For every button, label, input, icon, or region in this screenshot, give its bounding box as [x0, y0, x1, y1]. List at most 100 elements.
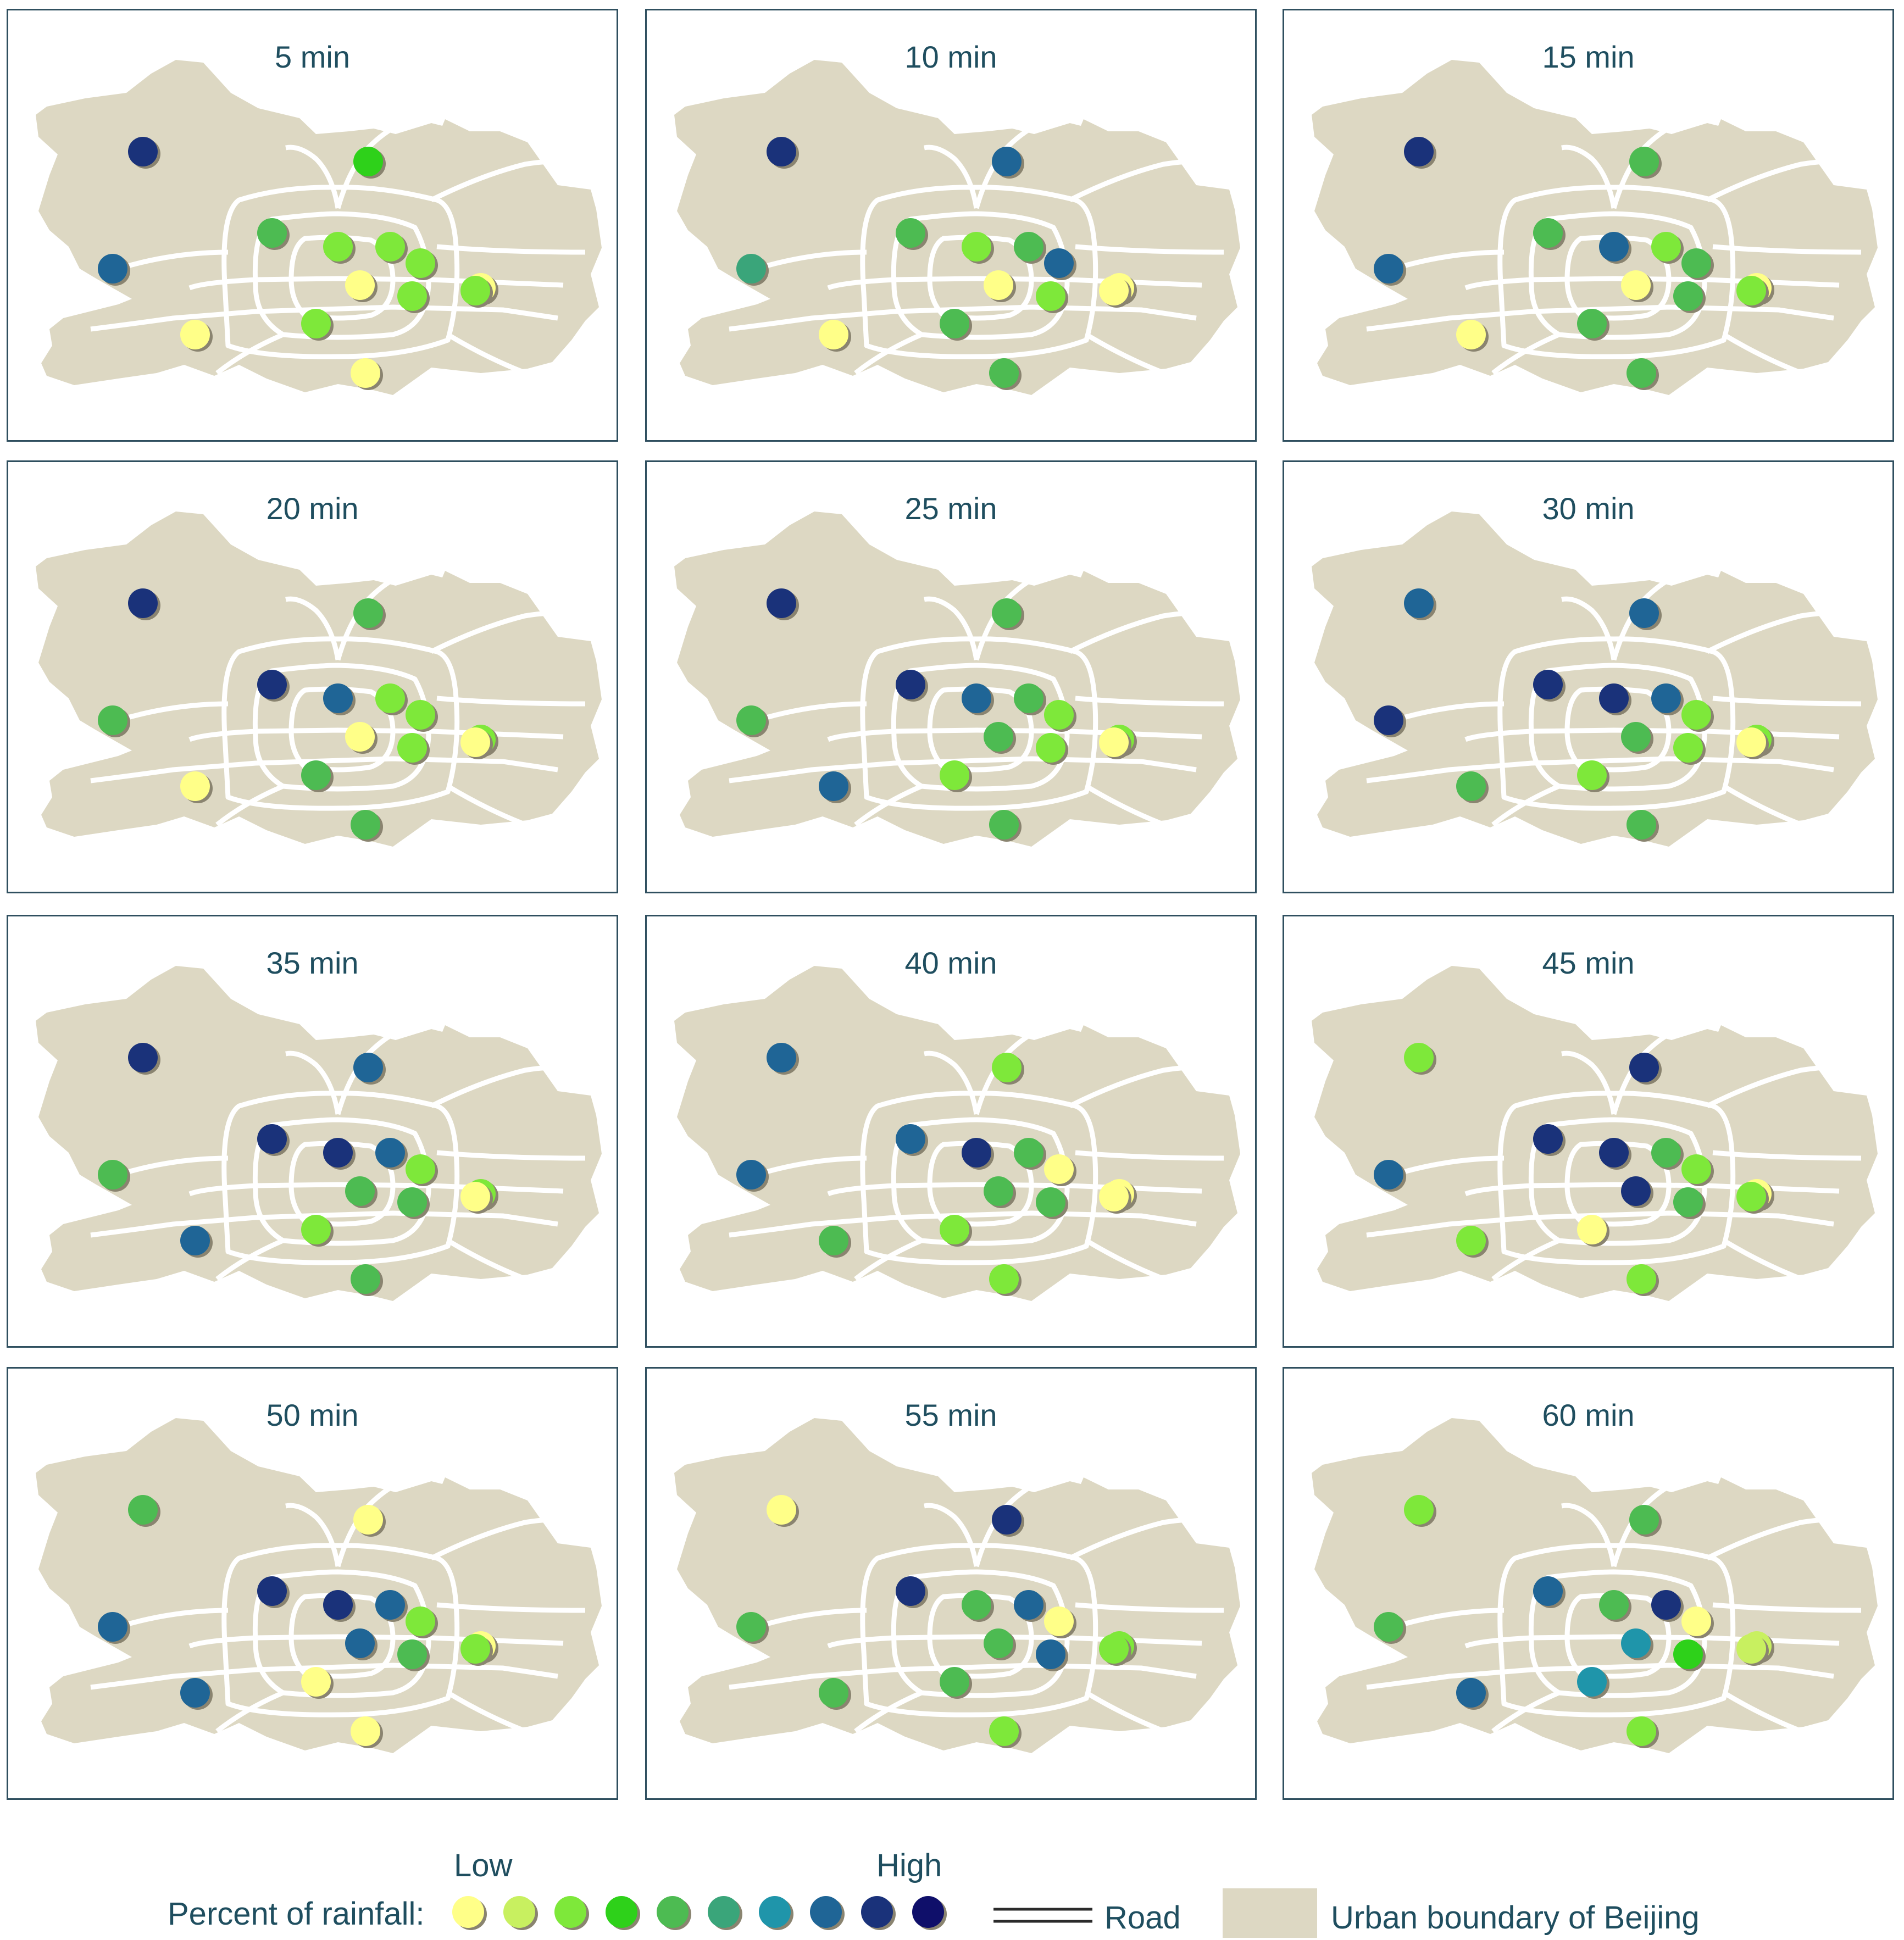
station-marker — [180, 320, 210, 349]
station-marker — [819, 320, 848, 349]
urban-boundary — [36, 966, 602, 1301]
beijing-map — [1312, 60, 1878, 395]
road — [854, 1238, 923, 1281]
station-marker — [1599, 683, 1629, 713]
road — [430, 1517, 575, 1561]
road — [117, 249, 229, 271]
map-panel: 5 min — [7, 9, 618, 442]
station-marker — [1681, 1607, 1711, 1636]
road — [854, 783, 923, 827]
station-marker — [1374, 1160, 1403, 1189]
map-panel: 60 min — [1283, 1367, 1894, 1800]
panel-title: 40 min — [904, 946, 997, 980]
road — [1393, 249, 1505, 271]
road — [729, 756, 1197, 783]
road — [1722, 784, 1835, 838]
panel-title: 30 min — [1542, 491, 1635, 526]
road — [1068, 610, 1214, 654]
road — [446, 784, 559, 838]
station-marker — [1681, 248, 1711, 278]
road — [924, 1050, 979, 1115]
station-marker — [375, 1138, 405, 1168]
station-marker — [984, 722, 1013, 752]
road — [1075, 244, 1224, 255]
station-marker — [397, 1639, 427, 1669]
urban-boundary — [36, 60, 602, 395]
road — [827, 1634, 1202, 1649]
road — [285, 144, 341, 209]
road — [1561, 144, 1617, 209]
station-marker — [1456, 320, 1486, 349]
station-marker — [301, 309, 331, 338]
map-panel: 20 min — [7, 460, 618, 893]
road — [729, 1210, 1197, 1238]
road — [1722, 332, 1835, 387]
road — [860, 1091, 1098, 1265]
urban-boundary — [674, 512, 1240, 847]
station-marker — [98, 1612, 127, 1642]
urban-boundary — [36, 512, 602, 847]
legend-road-label: Road — [1104, 1900, 1181, 1936]
road — [430, 159, 575, 203]
station-marker — [1374, 1612, 1403, 1642]
road — [756, 701, 867, 723]
station-marker — [989, 1716, 1019, 1746]
road — [860, 636, 1098, 811]
beijing-map — [674, 60, 1240, 395]
station-marker — [257, 670, 287, 699]
station-marker — [323, 1590, 353, 1620]
station-marker — [180, 1226, 210, 1255]
road — [221, 636, 460, 811]
road — [1068, 159, 1214, 203]
station-marker — [460, 1634, 490, 1664]
road — [924, 1503, 979, 1567]
station-marker — [301, 1215, 331, 1244]
legend-urban-swatch — [1223, 1888, 1317, 1938]
station-marker — [323, 683, 353, 713]
station-marker — [257, 218, 287, 248]
station-marker — [323, 232, 353, 262]
road — [860, 185, 1098, 359]
station-marker — [353, 1505, 383, 1535]
road — [1085, 332, 1197, 387]
urban-boundary — [1312, 1418, 1878, 1753]
road — [1085, 1238, 1197, 1293]
road — [1491, 1238, 1560, 1281]
station-marker — [940, 1667, 969, 1697]
station-marker — [406, 1154, 435, 1184]
panel-title: 25 min — [904, 491, 997, 526]
road — [221, 1543, 460, 1717]
station-marker — [984, 270, 1013, 300]
station-marker — [736, 254, 766, 284]
road — [90, 1210, 558, 1238]
station-marker — [736, 1160, 766, 1189]
panel-title: 45 min — [1542, 946, 1635, 980]
station-marker — [1629, 1505, 1659, 1535]
legend-color-swatch — [861, 1896, 896, 1930]
station-marker — [1599, 232, 1629, 262]
station-marker — [1629, 1053, 1659, 1082]
station-marker — [962, 683, 991, 713]
legend-color-swatch — [657, 1896, 691, 1930]
station-marker — [896, 1124, 925, 1154]
urban-boundary — [674, 60, 1240, 395]
road — [188, 1634, 564, 1649]
station-marker — [353, 147, 383, 176]
road — [430, 1065, 575, 1109]
road — [924, 596, 979, 660]
legend-color-swatch — [503, 1896, 538, 1930]
panel-title: 60 min — [1542, 1398, 1635, 1432]
station-marker — [1533, 218, 1563, 248]
station-marker — [1036, 281, 1065, 311]
station-marker — [1621, 1176, 1651, 1206]
road — [756, 1608, 867, 1630]
station-marker — [1673, 1187, 1703, 1217]
station-marker — [940, 309, 969, 338]
station-marker — [1736, 1634, 1766, 1664]
road — [756, 249, 867, 271]
road — [117, 1155, 229, 1177]
station-marker — [989, 358, 1019, 388]
road — [1464, 276, 1840, 291]
legend-urban-label: Urban boundary of Beijing — [1331, 1900, 1700, 1936]
road — [1075, 696, 1224, 707]
